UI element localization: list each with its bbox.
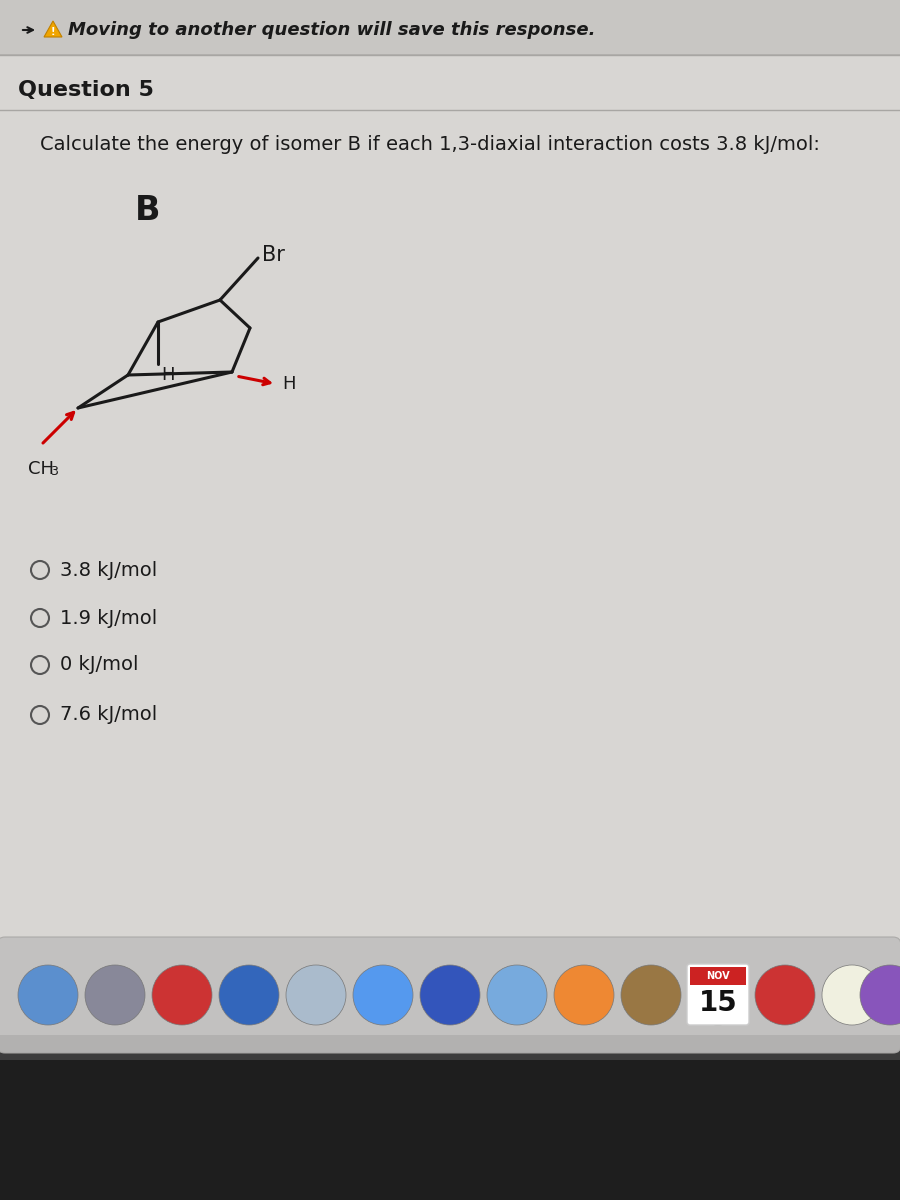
FancyBboxPatch shape [687, 964, 749, 1025]
Circle shape [85, 965, 145, 1025]
Polygon shape [44, 20, 62, 37]
Circle shape [487, 965, 547, 1025]
Bar [0, 0, 900, 55]
Text: B: B [135, 193, 161, 227]
Text: 3.8 kJ/mol: 3.8 kJ/mol [60, 560, 158, 580]
Text: 0 kJ/mol: 0 kJ/mol [60, 655, 139, 674]
Circle shape [621, 965, 681, 1025]
Circle shape [286, 965, 346, 1025]
Circle shape [18, 965, 78, 1025]
FancyBboxPatch shape [0, 937, 900, 1054]
Text: 3: 3 [50, 464, 58, 478]
Text: !: ! [50, 26, 55, 37]
Circle shape [554, 965, 614, 1025]
Circle shape [420, 965, 480, 1025]
Bar [0, 1034, 900, 1200]
Circle shape [755, 965, 815, 1025]
Bar [690, 967, 746, 985]
Text: H: H [161, 366, 175, 384]
Text: 15: 15 [698, 989, 737, 1018]
Text: H: H [282, 374, 295, 392]
Text: Br: Br [262, 245, 285, 265]
Circle shape [860, 965, 900, 1025]
Circle shape [822, 965, 882, 1025]
Text: Question 5: Question 5 [18, 80, 154, 100]
Text: CH: CH [28, 460, 54, 478]
Text: 7.6 kJ/mol: 7.6 kJ/mol [60, 706, 158, 725]
Circle shape [219, 965, 279, 1025]
Circle shape [688, 965, 748, 1025]
Text: 1.9 kJ/mol: 1.9 kJ/mol [60, 608, 158, 628]
Text: Calculate the energy of isomer B if each 1,3-diaxial interaction costs 3.8 kJ/mo: Calculate the energy of isomer B if each… [40, 136, 820, 155]
Text: Moving to another question will save this response.: Moving to another question will save thi… [68, 20, 596, 38]
Text: NOV: NOV [706, 971, 730, 982]
Circle shape [353, 965, 413, 1025]
Bar [0, 1060, 900, 1200]
Circle shape [152, 965, 212, 1025]
